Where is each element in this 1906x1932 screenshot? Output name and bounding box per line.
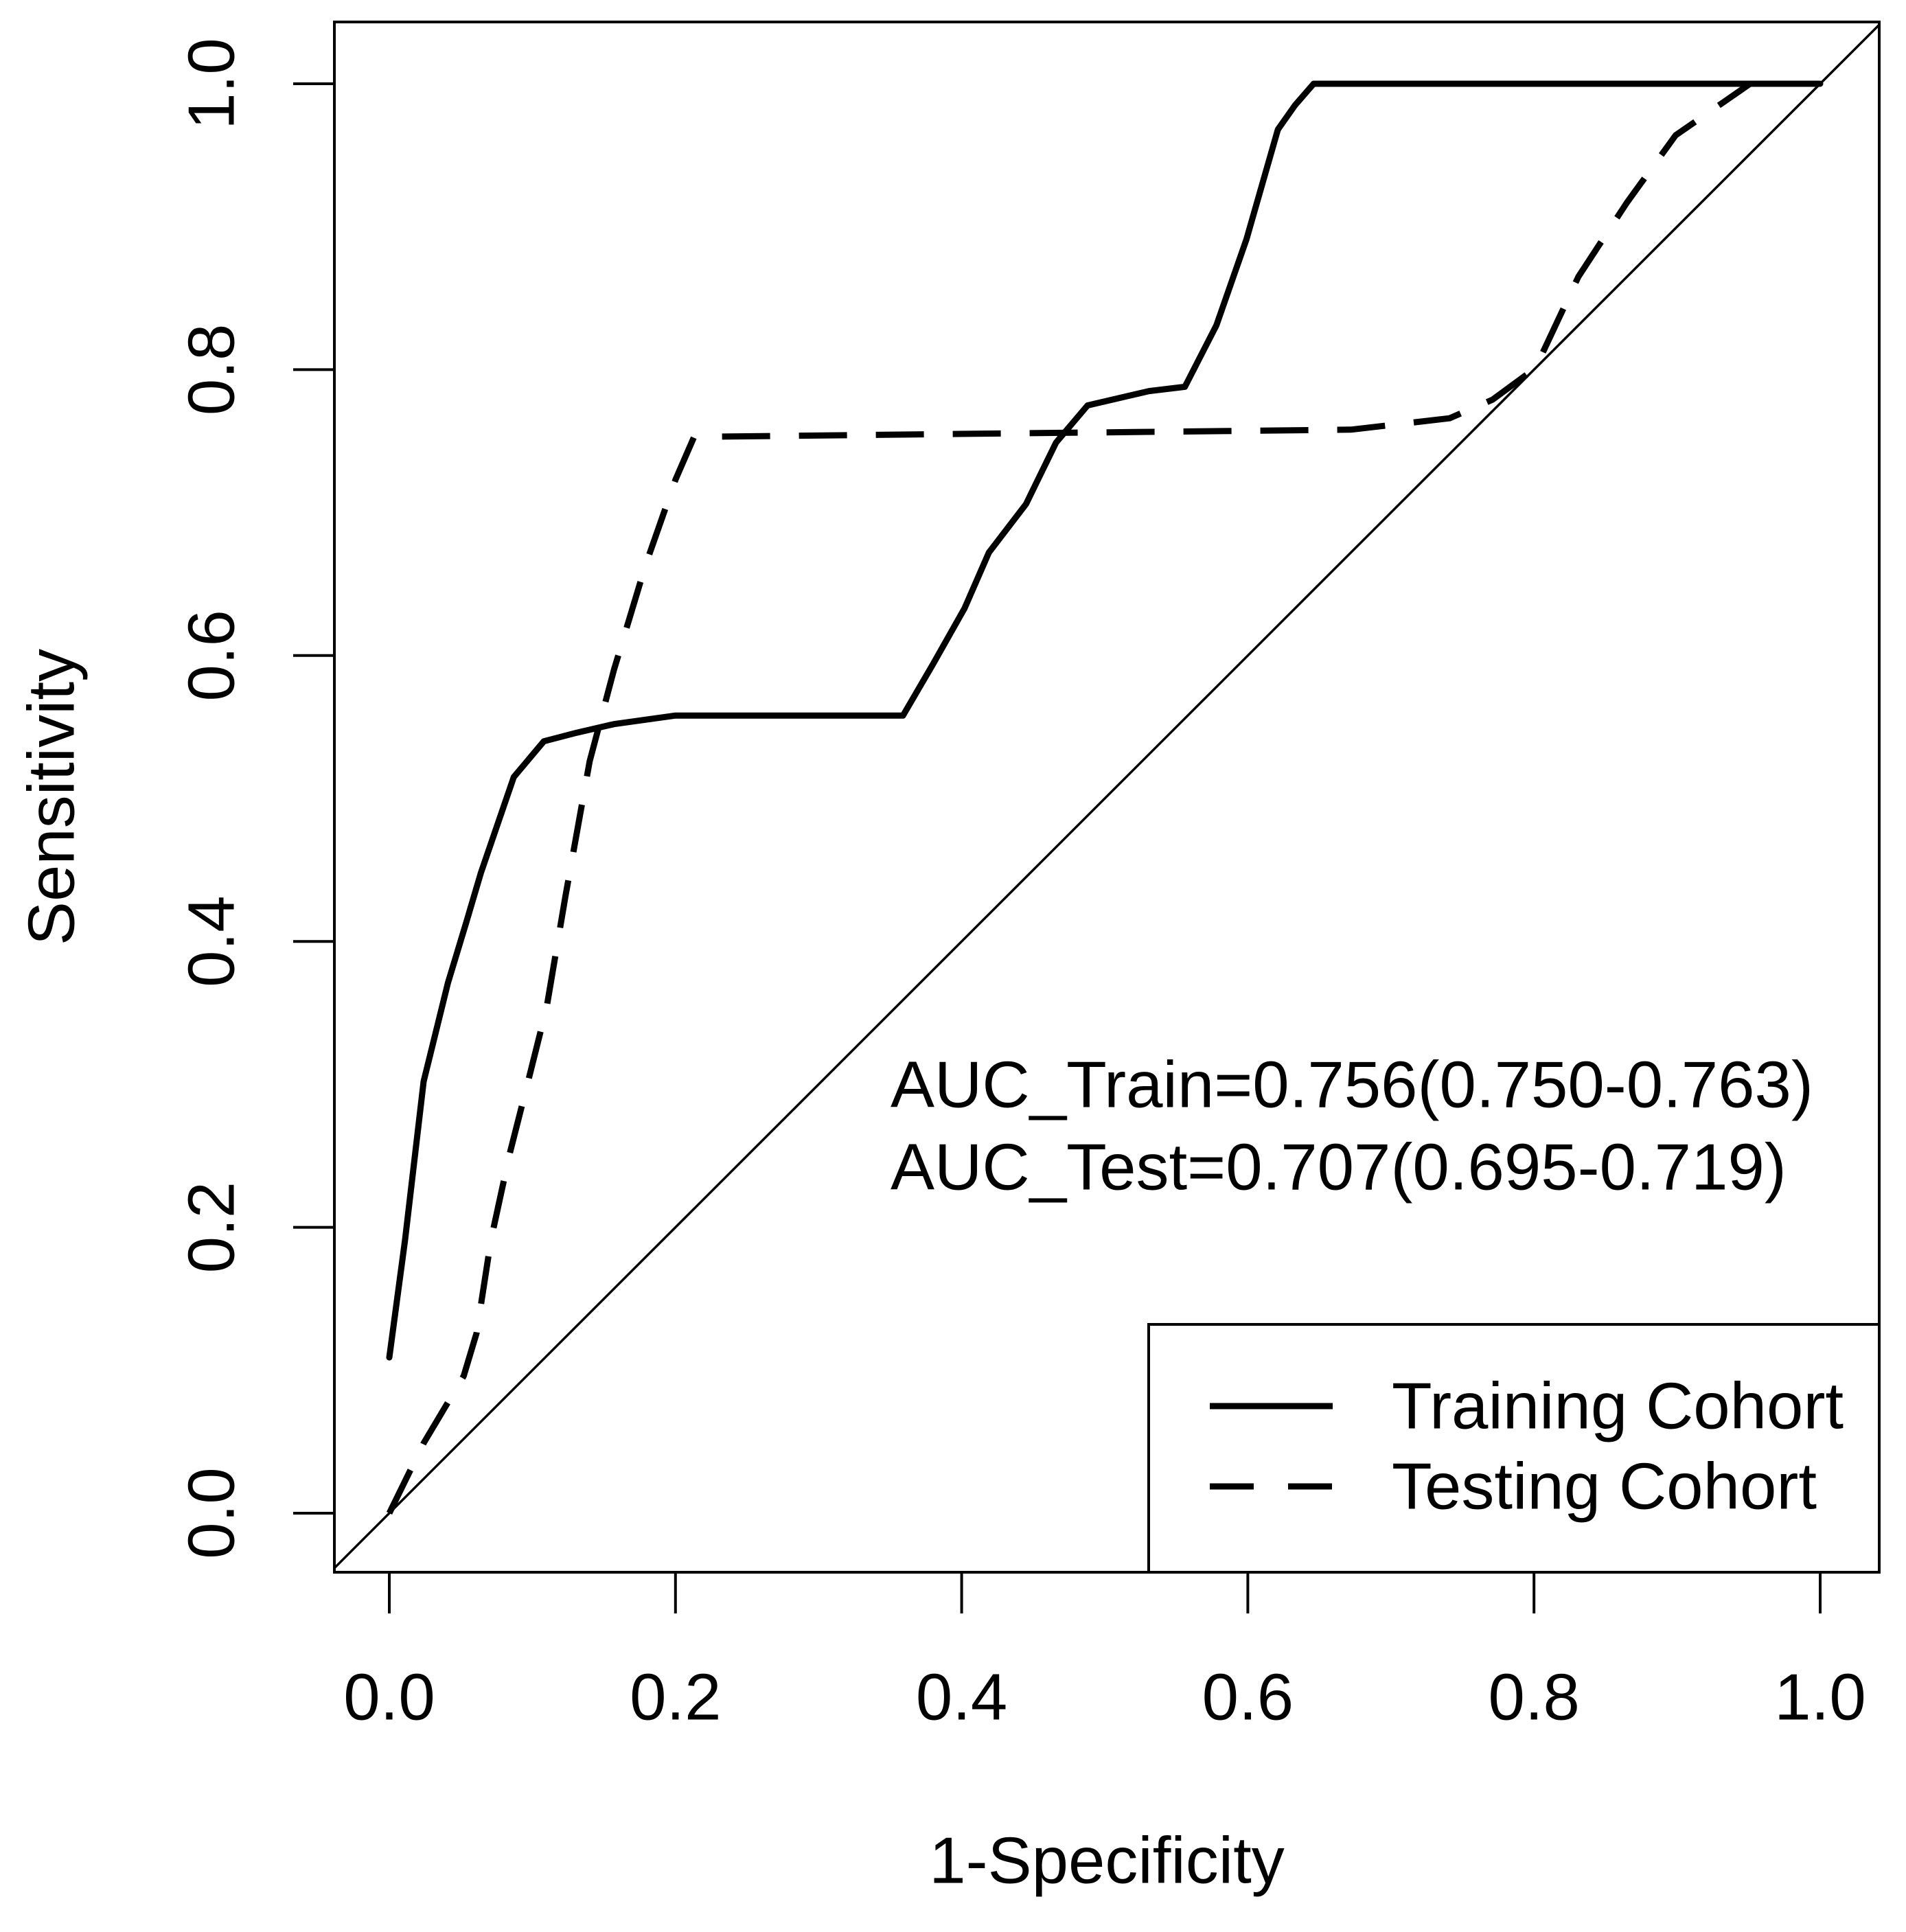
reference-diagonal-line xyxy=(334,23,1879,1570)
legend-label-testing-cohort: Testing Cohort xyxy=(1392,1450,1817,1523)
y-tick-label-4: 0.8 xyxy=(175,324,249,415)
series-line-training-cohort xyxy=(386,80,1824,1361)
x-tick-label-4: 0.8 xyxy=(1488,1661,1579,1734)
auc-annotations: AUC_Train=0.756(0.750-0.763) AUC_Test=0.… xyxy=(891,1048,1813,1204)
x-tick-label-1: 0.2 xyxy=(630,1661,721,1734)
y-tick-label-3: 0.6 xyxy=(175,610,249,701)
y-axis-title: Sensitivity xyxy=(15,649,89,945)
series-line-testing-cohort xyxy=(386,80,1820,1515)
y-tick-label-1: 0.2 xyxy=(175,1182,249,1273)
x-tick-label-5: 1.0 xyxy=(1774,1661,1865,1734)
auc-train-annotation: AUC_Train=0.756(0.750-0.763) xyxy=(891,1048,1813,1122)
x-axis-title: 1-Specificity xyxy=(929,1824,1285,1898)
legend-box xyxy=(1147,1323,1881,1574)
x-tick-label-3: 0.6 xyxy=(1202,1661,1294,1734)
y-tick-label-2: 0.4 xyxy=(175,895,249,987)
x-tick-label-2: 0.4 xyxy=(916,1661,1007,1734)
x-tick-label-0: 0.0 xyxy=(343,1661,435,1734)
y-tick-label-0: 0.0 xyxy=(175,1467,249,1559)
x-axis: 0.0 0.2 0.4 0.6 0.8 1.0 xyxy=(343,1571,1866,1734)
y-axis: 0.0 0.2 0.4 0.6 0.8 1.0 xyxy=(175,38,336,1559)
legend: Training Cohort Testing Cohort xyxy=(1147,1323,1881,1574)
legend-label-training-cohort: Training Cohort xyxy=(1392,1370,1844,1443)
plot-area xyxy=(334,23,1879,1570)
y-tick-label-5: 1.0 xyxy=(175,38,249,129)
auc-test-annotation: AUC_Test=0.707(0.695-0.719) xyxy=(891,1131,1787,1204)
